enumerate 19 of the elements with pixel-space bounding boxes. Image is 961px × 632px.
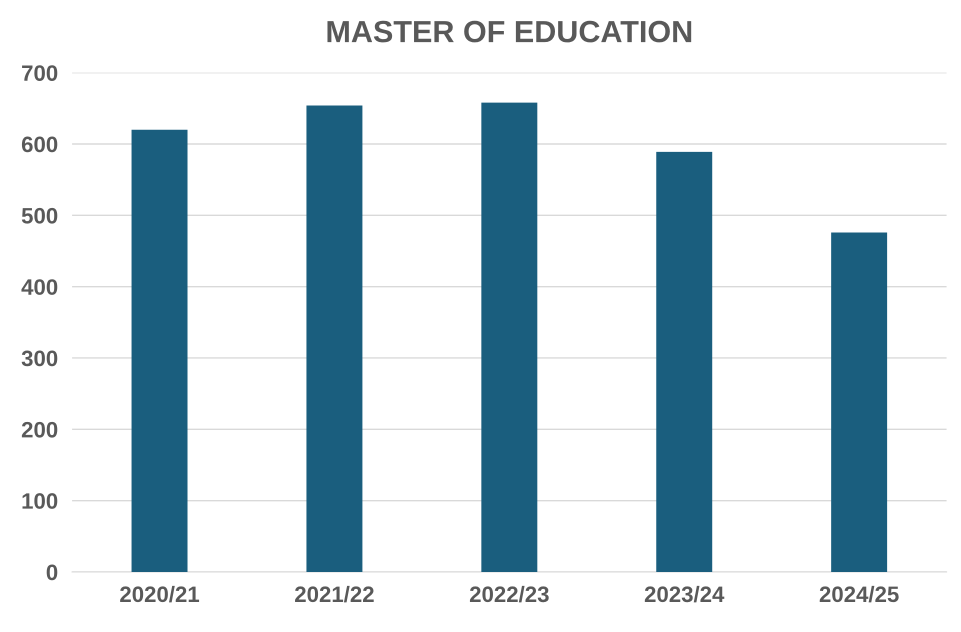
y-tick-label: 300 <box>22 350 58 366</box>
x-tick-label: 2020/21 <box>120 586 200 602</box>
x-tick-label: 2021/22 <box>295 586 374 602</box>
bar <box>306 105 362 572</box>
bar <box>132 130 188 572</box>
y-tick-label: 400 <box>21 279 58 295</box>
y-tick-label: 0 <box>46 564 58 580</box>
bar <box>481 102 538 572</box>
y-tick-label: 600 <box>22 136 58 152</box>
y-tick-label: 100 <box>22 493 58 509</box>
bar <box>831 232 888 572</box>
x-tick-label: 2023/24 <box>644 586 724 602</box>
x-tick-label: 2022/23 <box>470 586 549 602</box>
y-tick-label: 200 <box>22 422 58 438</box>
y-tick-label: 700 <box>22 65 58 81</box>
chart-title: MASTER OF EDUCATION <box>327 20 692 42</box>
y-tick-label: 500 <box>22 208 58 224</box>
bar <box>656 152 712 572</box>
x-tick-label: 2024/25 <box>820 586 899 602</box>
